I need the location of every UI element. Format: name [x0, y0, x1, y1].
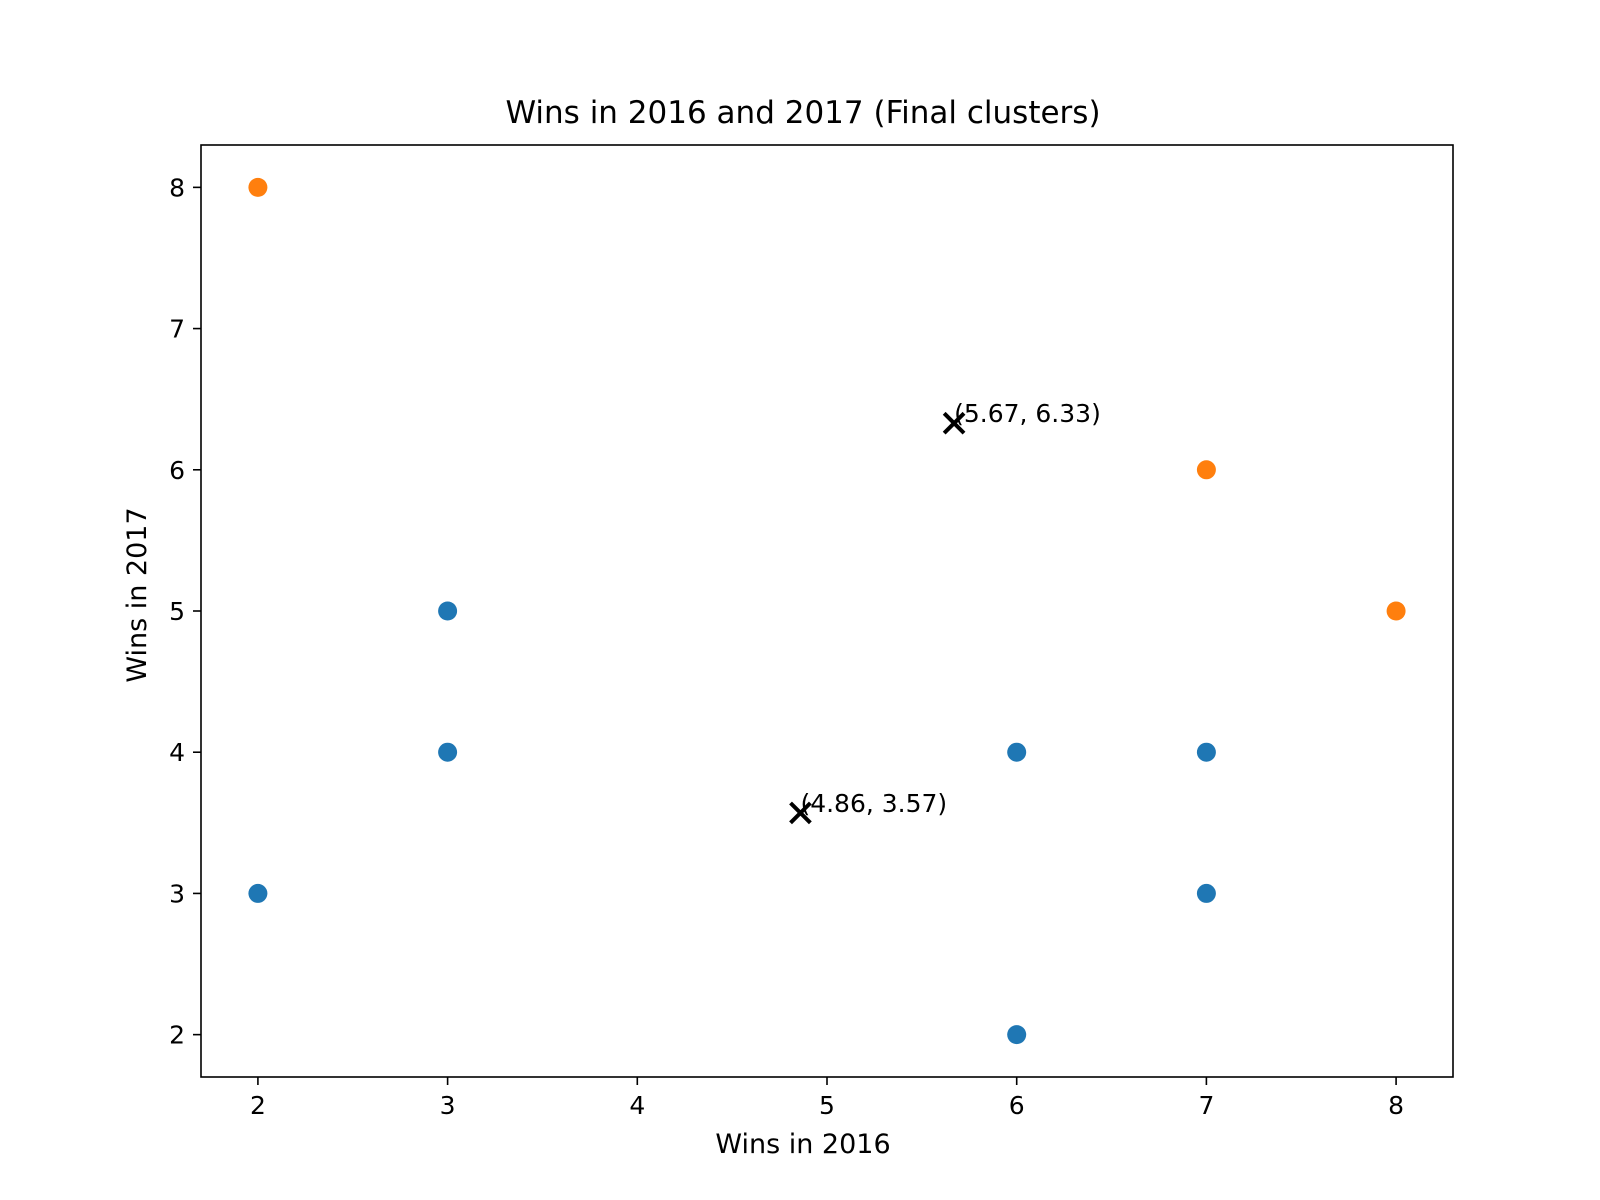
y-tick-label: 7 — [169, 315, 185, 344]
y-axis-label: Wins in 2017 — [122, 507, 153, 682]
data-point — [1196, 742, 1216, 762]
centroid-label: (4.86, 3.57) — [800, 789, 947, 818]
x-tick-label: 8 — [1388, 1091, 1404, 1120]
x-axis-label: Wins in 2016 — [715, 1129, 890, 1160]
data-point — [1386, 601, 1406, 621]
data-point — [248, 883, 268, 903]
chart-title: Wins in 2016 and 2017 (Final clusters) — [505, 95, 1100, 131]
y-tick-label: 5 — [169, 597, 185, 626]
y-tick-label: 3 — [169, 879, 185, 908]
x-tick-label: 4 — [629, 1091, 645, 1120]
plot-area: 2 3 4 5 6 7 8 2 3 4 5 6 7 8 (4.86, 3.57) (5.67, 6.33) — [169, 144, 1454, 1120]
data-point — [1007, 1025, 1027, 1045]
y-tick-label: 8 — [169, 173, 185, 202]
centroid-label: (5.67, 6.33) — [954, 399, 1101, 428]
data-point — [1196, 883, 1216, 903]
centroid-marker — [789, 801, 812, 825]
data-point — [1007, 742, 1027, 762]
x-tick-label: 3 — [440, 1091, 456, 1120]
y-tick-label: 2 — [169, 1021, 185, 1050]
x-tick-label: 6 — [1009, 1091, 1025, 1120]
plot-frame — [200, 144, 1454, 1078]
data-point — [438, 742, 458, 762]
x-tick-label: 7 — [1198, 1091, 1214, 1120]
x-tick-label: 2 — [250, 1091, 266, 1120]
data-point — [1196, 460, 1216, 480]
y-tick-label: 6 — [169, 456, 185, 485]
data-point — [438, 601, 458, 621]
centroid-marker — [942, 411, 966, 435]
x-tick-label: 5 — [819, 1091, 835, 1120]
data-point — [248, 177, 268, 197]
y-tick-label: 4 — [169, 738, 185, 767]
